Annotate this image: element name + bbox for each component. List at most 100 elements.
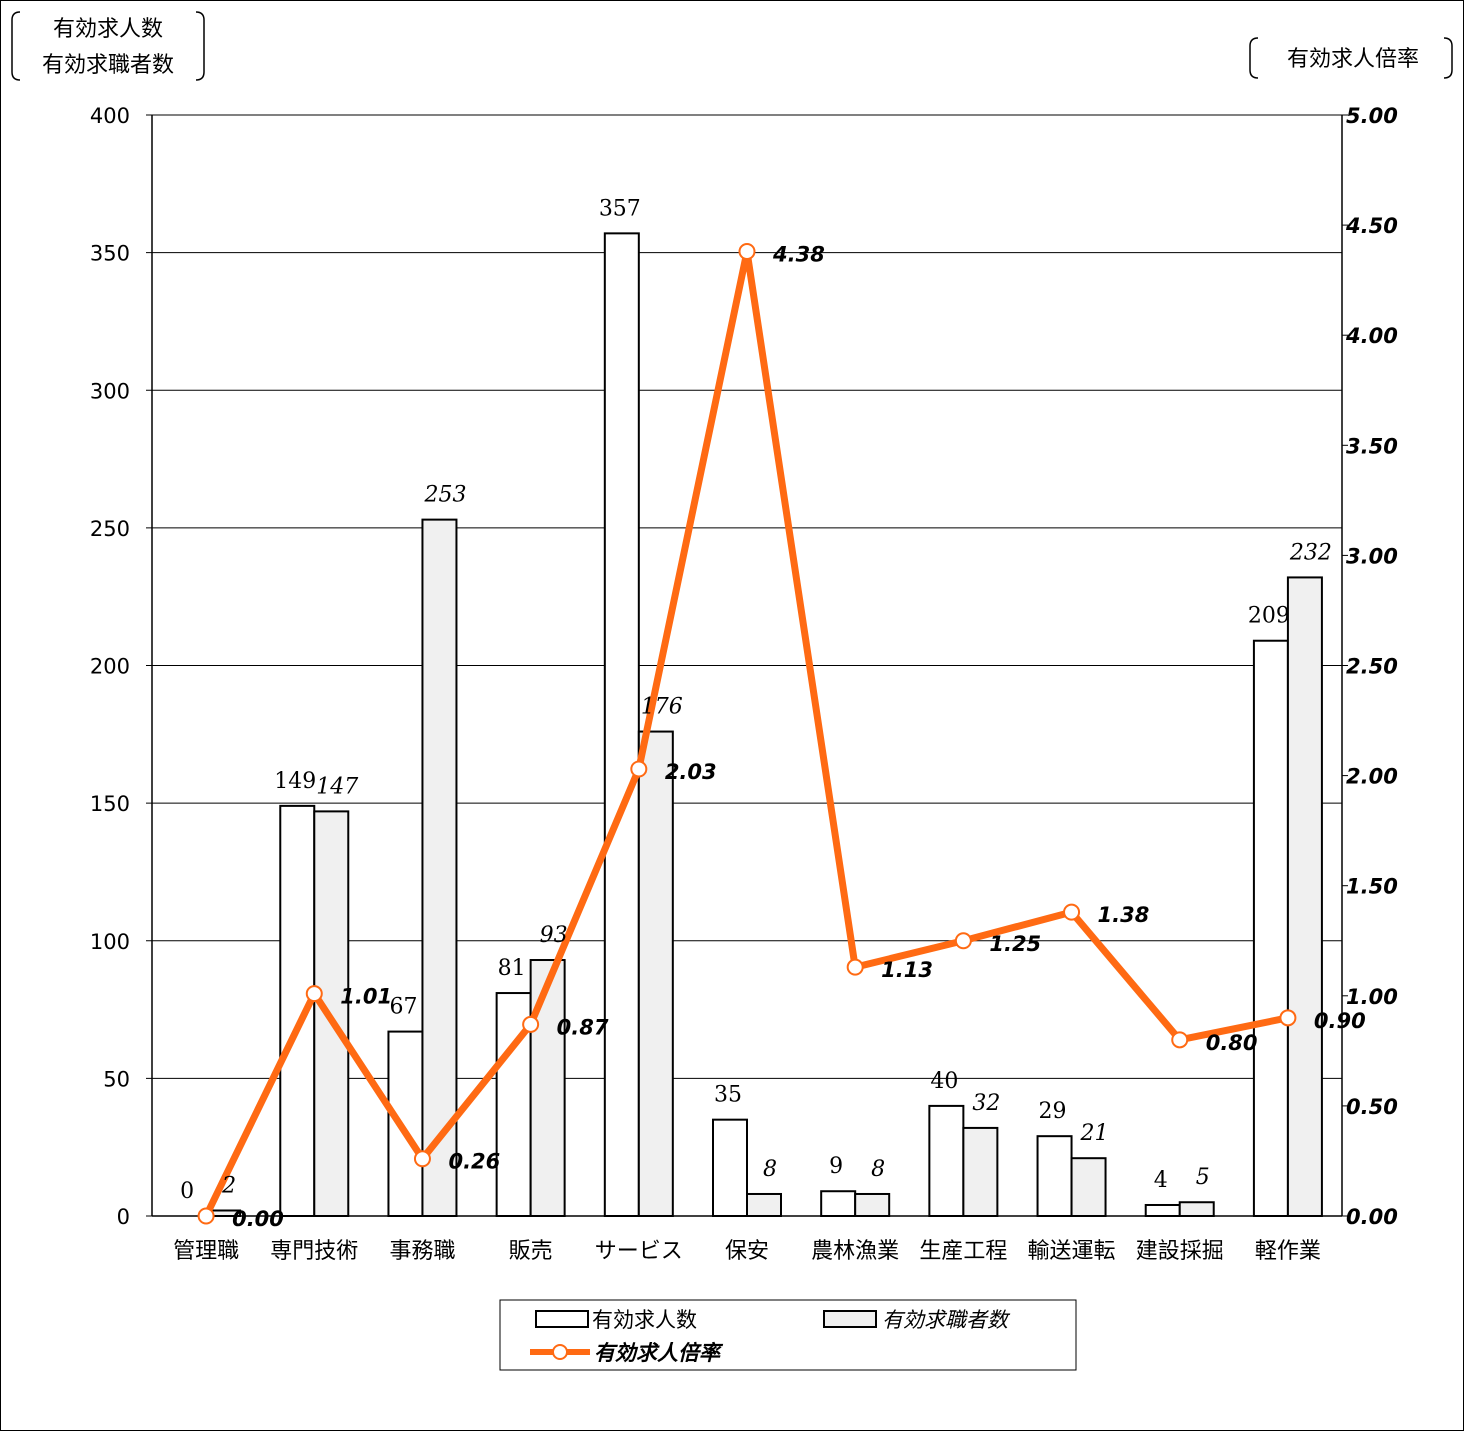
right-tick-label: 1.50 <box>1346 875 1398 899</box>
ratio-marker <box>1063 903 1081 921</box>
data-label-seekers: 2 <box>221 1173 236 1198</box>
category-label: 生産工程 <box>919 1239 1007 1264</box>
legend-label-ratio: 有効求人倍率 <box>594 1341 724 1365</box>
bar-seekers <box>421 518 458 1217</box>
data-label-openings: 67 <box>389 995 417 1020</box>
bar-seekers <box>854 1192 891 1217</box>
bar-openings <box>603 232 640 1218</box>
data-label-seekers: 93 <box>540 923 568 948</box>
data-label-openings: 4 <box>1154 1168 1168 1193</box>
category-label: 専門技術 <box>270 1239 358 1264</box>
ratio-marker <box>846 958 864 976</box>
ratio-marker <box>1171 1031 1189 1049</box>
bar-openings <box>712 1118 748 1217</box>
left-tick-label: 0 <box>117 1205 130 1229</box>
right-tick-label: 5.00 <box>1346 104 1398 128</box>
data-label-openings: 9 <box>829 1154 843 1179</box>
left-tick-label: 250 <box>90 517 130 541</box>
data-label-openings: 29 <box>1039 1099 1067 1124</box>
right-tick-label: 1.00 <box>1346 985 1398 1009</box>
ratio-marker <box>954 932 972 950</box>
data-label-seekers: 176 <box>641 695 683 720</box>
data-label-openings: 81 <box>498 956 526 981</box>
right-tick-label: 0.00 <box>1346 1205 1398 1229</box>
data-label-openings: 209 <box>1248 604 1290 629</box>
data-label-ratio: 0.00 <box>232 1207 284 1231</box>
data-label-openings: 40 <box>930 1069 958 1094</box>
category-label: 販売 <box>509 1239 553 1264</box>
ratio-marker <box>1279 1009 1297 1027</box>
bar-openings <box>1036 1135 1073 1217</box>
right-tick-label: 3.50 <box>1346 434 1398 458</box>
ratio-marker <box>738 243 756 261</box>
legend-swatch-ratio-marker <box>552 1344 568 1360</box>
ratio-marker <box>197 1207 215 1225</box>
bar-seekers <box>637 730 674 1217</box>
category-label: 事務職 <box>389 1239 455 1264</box>
category-label: 建設採掘 <box>1136 1239 1224 1264</box>
left-tick-label: 100 <box>90 930 130 954</box>
data-label-ratio: 1.38 <box>1098 903 1150 927</box>
data-label-seekers: 5 <box>1196 1165 1210 1190</box>
left-axis-title-line2: 有効求職者数 <box>42 53 174 78</box>
legend-swatch-openings <box>535 1310 589 1328</box>
right-axis-title: 有効求人倍率 <box>1249 37 1453 79</box>
bar-seekers <box>746 1192 782 1217</box>
bar-seekers <box>1178 1201 1215 1218</box>
data-label-seekers: 8 <box>763 1157 777 1182</box>
left-tick-label: 400 <box>90 104 130 128</box>
category-label: 管理職 <box>173 1239 239 1264</box>
category-label: 軽作業 <box>1255 1239 1321 1264</box>
legend-label-openings: 有効求人数 <box>592 1308 697 1332</box>
bar-seekers <box>1286 576 1323 1217</box>
category-label: サービス <box>595 1239 683 1264</box>
right-tick-label: 2.00 <box>1346 765 1398 789</box>
data-label-ratio: 1.13 <box>881 958 933 982</box>
bar-openings <box>387 1030 424 1218</box>
ratio-marker <box>413 1150 431 1168</box>
axes: 0501001502002503003504000.000.501.001.50… <box>90 104 1398 1264</box>
data-label-seekers: 8 <box>871 1157 885 1182</box>
left-tick-label: 200 <box>90 655 130 679</box>
left-tick-label: 300 <box>90 379 130 403</box>
data-label-openings: 357 <box>599 196 641 221</box>
ratio-marker <box>305 985 323 1003</box>
data-label-ratio: 4.38 <box>772 243 825 267</box>
category-label: 輸送運転 <box>1028 1239 1116 1264</box>
data-label-seekers: 147 <box>316 774 358 799</box>
ratio-marker <box>522 1015 540 1033</box>
data-label-ratio: 0.80 <box>1206 1031 1258 1055</box>
data-label-seekers: 32 <box>972 1091 1000 1116</box>
category-label: 保安 <box>725 1239 769 1264</box>
ratio-marker <box>630 760 648 778</box>
data-label-ratio: 2.03 <box>665 760 717 784</box>
data-label-ratio: 0.87 <box>557 1015 609 1039</box>
bar-seekers <box>529 959 566 1218</box>
ratio-polyline <box>202 248 1292 1220</box>
legend-box <box>499 1299 1077 1371</box>
data-label-ratio: 0.90 <box>1314 1009 1366 1033</box>
data-label-ratio: 0.26 <box>448 1150 500 1174</box>
category-label: 農林漁業 <box>811 1239 899 1264</box>
bar-openings <box>820 1190 857 1218</box>
right-tick-label: 2.50 <box>1346 655 1398 679</box>
right-tick-label: 4.00 <box>1345 324 1398 348</box>
bars <box>205 232 1323 1218</box>
left-axis-title-line1: 有効求人数 <box>53 17 163 42</box>
data-label-seekers: 253 <box>423 483 466 508</box>
right-tick-label: 0.50 <box>1346 1095 1398 1119</box>
bar-seekers <box>1070 1157 1107 1218</box>
left-axis-title: 有効求人数 有効求職者数 <box>11 11 205 81</box>
bar-openings <box>1144 1203 1181 1217</box>
right-tick-label: 3.00 <box>1346 544 1398 568</box>
legend: 有効求人数 有効求職者数 有効求人倍率 <box>499 1299 1077 1371</box>
ratio-line <box>197 243 1297 1225</box>
bar-openings <box>1252 639 1289 1217</box>
data-label-openings: 0 <box>180 1179 194 1204</box>
data-label-ratio: 1.25 <box>989 932 1041 956</box>
right-tick-label: 4.50 <box>1345 214 1398 238</box>
legend-swatch-seekers <box>823 1310 877 1328</box>
data-labels: 0 2 149 147 67 253 81 93 357 176 35 8 9 8 40 32 29 21 4 5 20… <box>180 196 1366 1231</box>
right-axis-title-text: 有効求人倍率 <box>1287 47 1419 72</box>
